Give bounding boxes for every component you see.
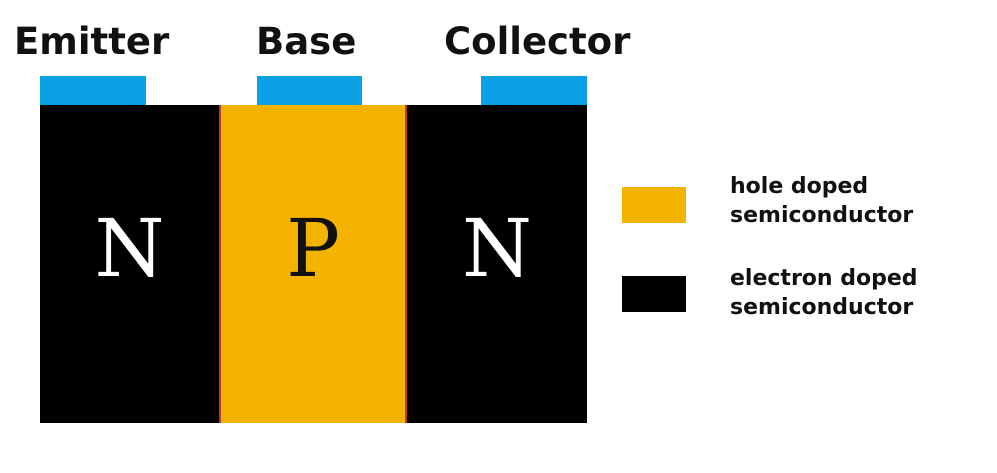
base-region-letter: P [286,202,340,295]
legend-hole-swatch [622,187,686,223]
legend-electron-swatch [622,276,686,312]
base-contact [257,76,362,105]
collector-contact [481,76,587,105]
legend-electron-line2: semiconductor [730,295,914,320]
legend-hole-text: hole doped semiconductor [730,172,913,230]
base-label: Base [256,20,357,63]
emitter-label: Emitter [14,20,170,63]
base-p-region: P [219,105,407,423]
legend-electron-line1: electron doped [730,266,918,291]
legend-hole-line2: semiconductor [730,203,914,228]
legend-hole-line1: hole doped [730,174,869,199]
collector-label: Collector [444,20,631,63]
emitter-contact [40,76,146,105]
emitter-region-letter: N [94,202,165,295]
collector-region-letter: N [462,202,532,295]
collector-n-region: N [407,105,587,423]
emitter-n-region: N [40,105,219,423]
legend-electron-text: electron doped semiconductor [730,264,918,322]
